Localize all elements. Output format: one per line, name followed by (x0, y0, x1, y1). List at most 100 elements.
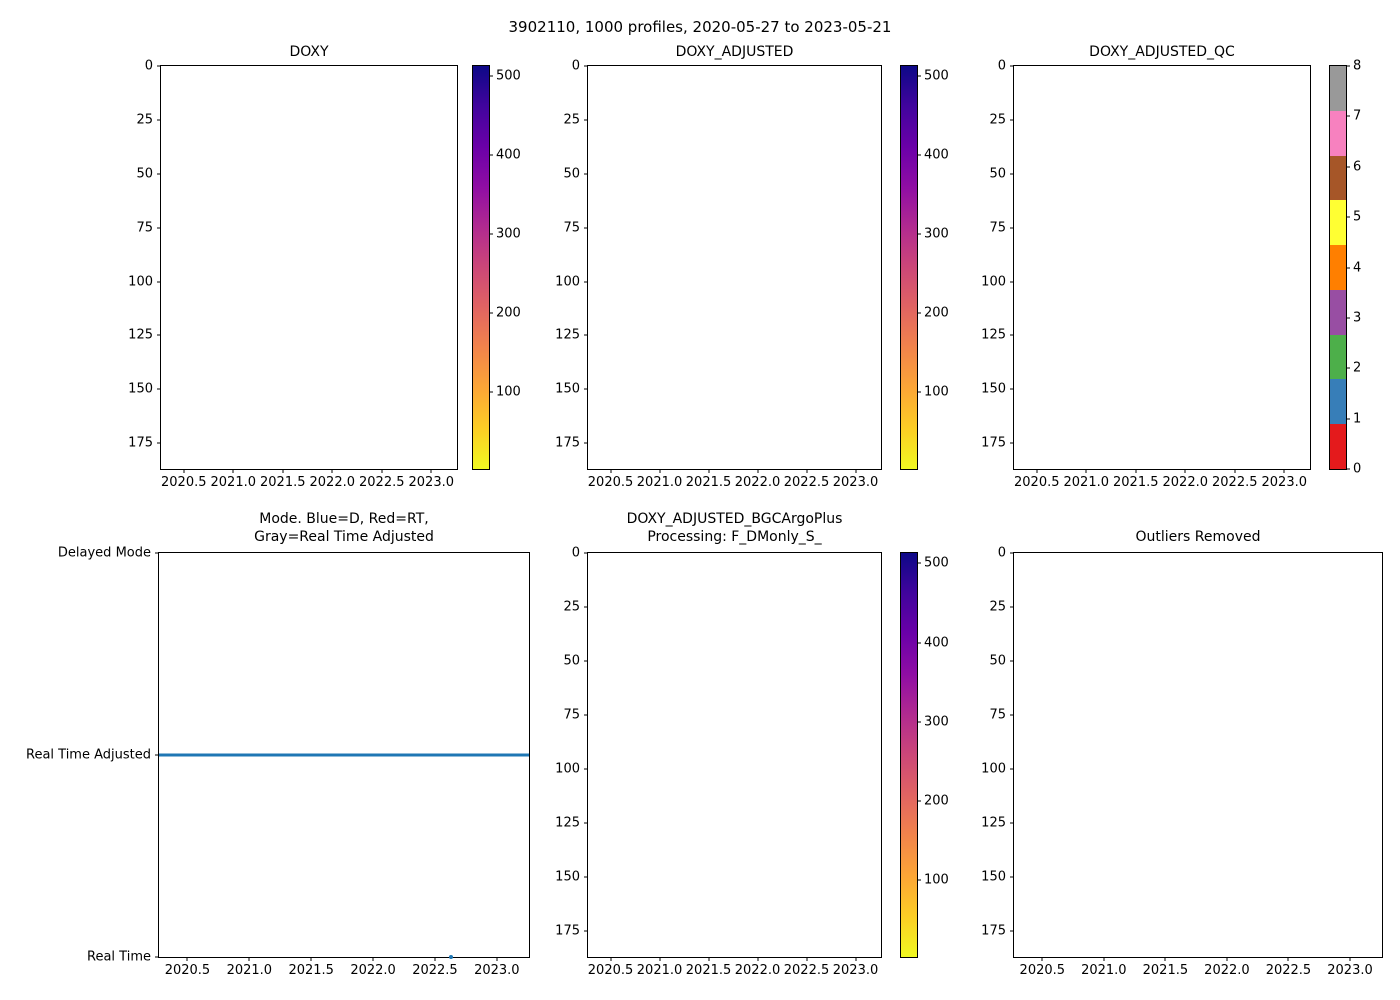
x-tick-mark (1164, 957, 1166, 961)
x-tick-mark (806, 469, 808, 473)
colorbar-tick-label: 2 (1353, 360, 1362, 376)
y-tick-mark (1010, 334, 1014, 336)
y-category-label: Real Time (87, 949, 151, 965)
colorbar-tick-label: 400 (924, 635, 949, 650)
x-tick-label: 2021.5 (260, 475, 306, 490)
y-tick-mark (155, 552, 159, 554)
qc-color-segment (1330, 245, 1346, 290)
colorbar-tick-label: 100 (496, 384, 521, 400)
qc-color-segment (1330, 110, 1346, 156)
colorbar-tick-mark (1346, 166, 1350, 168)
x-tick-mark (310, 957, 312, 961)
x-tick-mark (1349, 957, 1351, 961)
y-tick-label: 100 (555, 274, 580, 289)
colorbar-tick-mark (1346, 367, 1350, 369)
y-tick-label: 175 (981, 923, 1006, 939)
y-tick-mark (584, 442, 588, 444)
colorbar-tick-mark (489, 312, 493, 314)
x-tick-label: 2022.0 (309, 475, 356, 490)
y-tick-label: 175 (128, 435, 153, 451)
colorbar-tick-mark (489, 391, 493, 393)
y-tick-label: 25 (989, 112, 1006, 128)
y-tick-mark (1010, 65, 1014, 67)
colorbar-tick-mark (917, 391, 921, 393)
colorbar-tick-mark (1346, 317, 1350, 319)
x-tick-mark (381, 469, 383, 473)
axes-mode: 2020.5 2021.0 2021.5 2022.0 2022.5 2023.0 Dela… (26, 546, 530, 978)
y-tick-mark (1010, 227, 1014, 229)
x-tick-mark (331, 469, 333, 473)
x-tick-label: 2023.0 (1327, 963, 1373, 978)
colorbar-tick-mark (1346, 468, 1350, 470)
y-tick-mark (1010, 822, 1014, 824)
y-tick-label: 150 (981, 869, 1006, 885)
x-tick-label: 2021.5 (288, 963, 334, 978)
x-tick-mark (1226, 957, 1228, 961)
x-tick-label: 2021.0 (210, 475, 257, 490)
y-tick-label: 0 (144, 58, 153, 74)
y-tick-label: 75 (563, 707, 580, 723)
y-tick-label: 150 (128, 381, 153, 397)
x-tick-mark (855, 957, 857, 961)
colorbar-tick-mark (917, 879, 921, 881)
panel-title-mode-line2: Gray=Real Time Adjusted (254, 529, 434, 545)
panel-title-mode: Mode. Blue=D, Red=RT, Gray=Real Time Adj… (158, 510, 530, 546)
colorbar-tick-label: 5 (1353, 209, 1362, 225)
colorbar-tick-mark (917, 562, 921, 564)
y-tick-mark (1010, 606, 1014, 608)
y-tick-label: 175 (981, 435, 1006, 451)
y-tick-mark (1010, 876, 1014, 878)
x-tick-mark (708, 957, 710, 961)
colorbar-doxy-adjusted: 500 400 300 200 100 (900, 65, 949, 470)
x-tick-mark (434, 957, 436, 961)
x-tick-label: 2022.5 (783, 963, 830, 978)
y-tick-mark (1010, 552, 1014, 554)
x-tick-mark (496, 957, 498, 961)
colorbar-tick-label: 6 (1353, 159, 1362, 175)
colorbar-tick-mark (1346, 65, 1350, 67)
colorbar-tick-mark (917, 233, 921, 235)
x-tick-mark (708, 469, 710, 473)
y-tick-mark (584, 173, 588, 175)
y-tick-mark (1010, 281, 1014, 282)
colorbar-tick-label: 0 (1353, 461, 1362, 477)
y-tick-label: 75 (136, 220, 153, 236)
x-tick-label: 2022.5 (412, 963, 458, 978)
qc-color-segment (1330, 66, 1346, 111)
panel-title-doxy-adjusted-qc: DOXY_ADJUSTED_QC (1089, 44, 1235, 60)
mode-realtime-point (449, 955, 454, 959)
y-tick-label: 25 (563, 112, 580, 128)
colorbar-tick-mark (1346, 216, 1350, 218)
colorbar-tick-label: 500 (924, 555, 949, 571)
y-tick-label: 0 (571, 545, 580, 561)
x-tick-label: 2023.0 (408, 475, 455, 490)
x-tick-label: 2020.5 (587, 963, 634, 978)
x-tick-label: 2022.0 (1162, 475, 1209, 490)
y-tick-label: 125 (981, 327, 1006, 343)
x-tick-label: 2020.5 (164, 963, 211, 978)
y-tick-mark (584, 768, 588, 770)
colorbar-tick-label: 500 (924, 68, 949, 84)
y-tick-label: 100 (981, 274, 1006, 289)
y-tick-mark (157, 173, 161, 175)
x-tick-mark (1234, 469, 1236, 473)
panel-title-doxy: DOXY (289, 44, 329, 60)
x-tick-label: 2021.0 (636, 963, 683, 978)
colorbar-tick-mark (917, 154, 921, 156)
axes-doxy-adjusted-qc: 2020.5 2021.0 2021.5 2022.0 2022.5 2023.0 0 25 5… (981, 59, 1311, 490)
qc-color-segment (1330, 155, 1346, 201)
y-tick-mark (1010, 173, 1014, 175)
y-tick-label: 175 (555, 435, 580, 451)
x-tick-label: 2021.0 (636, 475, 683, 490)
y-tick-label: 75 (563, 220, 580, 236)
x-tick-mark (1283, 469, 1285, 473)
x-tick-mark (232, 469, 234, 473)
colorbar-tick-label: 1 (1353, 411, 1362, 427)
x-tick-label: 2021.5 (685, 475, 732, 490)
colorbar-tick-label: 400 (496, 147, 521, 163)
x-tick-mark (806, 957, 808, 961)
y-tick-mark (584, 714, 588, 716)
axes-outliers: 2020.5 2021.0 2021.5 2022.0 2022.5 2023.0 0 25 5… (981, 546, 1383, 978)
colorbar-tick-label: 200 (924, 305, 949, 321)
